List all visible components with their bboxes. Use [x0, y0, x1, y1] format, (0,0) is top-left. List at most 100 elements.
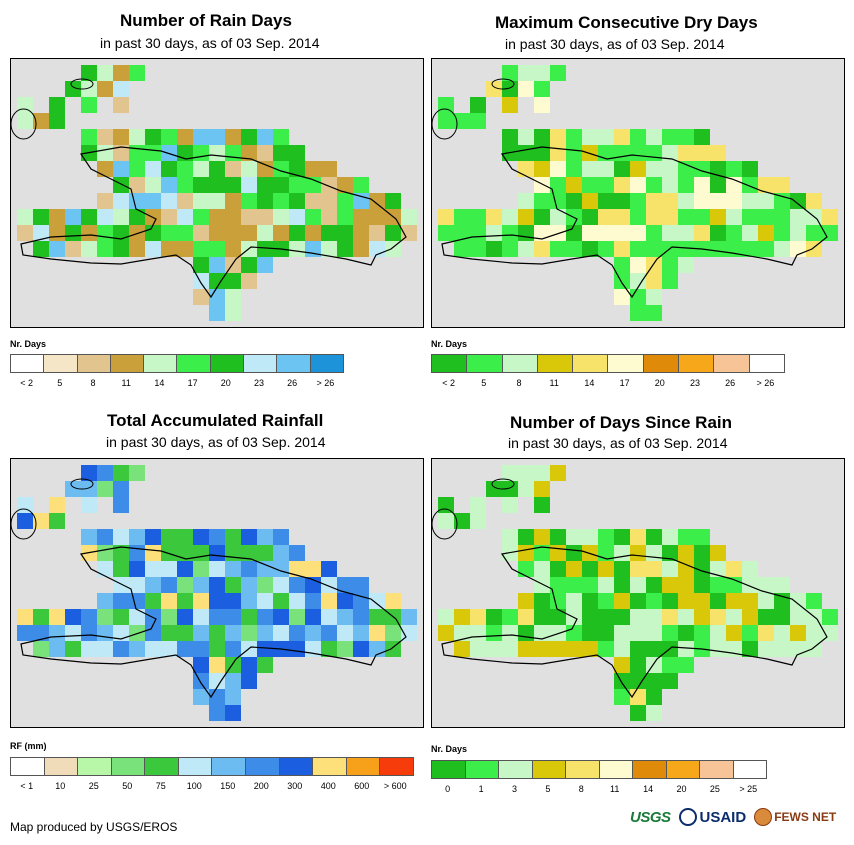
grid-cell	[97, 193, 113, 209]
legend-label: > 600	[383, 781, 407, 791]
grid-cell	[161, 241, 177, 257]
grid-cell	[678, 225, 694, 241]
legend-labels: < 2 5 8 11 14 17 20 23 26 > 26	[10, 378, 342, 390]
grid-cell	[257, 193, 273, 209]
grid-cell	[33, 113, 49, 129]
grid-cell	[161, 177, 177, 193]
grid-cell	[273, 161, 289, 177]
map-total-rainfall[interactable]	[10, 458, 424, 728]
grid-cell	[225, 641, 241, 657]
map-rain-days[interactable]	[10, 58, 424, 328]
grid-cell	[97, 625, 113, 641]
grid-cell	[678, 241, 694, 257]
legend-label: > 26	[316, 378, 335, 388]
grid-cell	[49, 113, 65, 129]
grid-cell	[598, 161, 614, 177]
grid-cell	[566, 529, 582, 545]
grid-cell	[486, 81, 502, 97]
grid-cell	[566, 641, 582, 657]
grid-cell	[113, 193, 129, 209]
grid-cell	[257, 241, 273, 257]
legend-bar	[10, 354, 344, 373]
grid-cell	[758, 577, 774, 593]
grid-cell	[630, 545, 646, 561]
grid-cell	[289, 609, 305, 625]
grid-cell	[454, 113, 470, 129]
grid-cell	[710, 625, 726, 641]
legend-label: 8	[90, 378, 96, 388]
grid-cell	[678, 145, 694, 161]
grid-cell	[438, 209, 454, 225]
grid-cell	[470, 497, 486, 513]
grid-cell	[193, 257, 209, 273]
grid-cell	[81, 497, 97, 513]
grid-cell	[353, 625, 369, 641]
grid-cell	[710, 241, 726, 257]
grid-cell	[582, 129, 598, 145]
grid-cell	[582, 241, 598, 257]
raster-grid	[432, 465, 838, 721]
grid-cell	[678, 161, 694, 177]
grid-cell	[534, 609, 550, 625]
grid-cell	[694, 625, 710, 641]
grid-cell	[273, 609, 289, 625]
grid-cell	[614, 145, 630, 161]
grid-cell	[145, 641, 161, 657]
grid-cell	[774, 225, 790, 241]
grid-cell	[502, 225, 518, 241]
grid-cell	[305, 625, 321, 641]
grid-cell	[177, 641, 193, 657]
grid-cell	[774, 577, 790, 593]
grid-cell	[129, 529, 145, 545]
grid-cell	[518, 465, 534, 481]
grid-cell	[630, 657, 646, 673]
grid-cell	[790, 225, 806, 241]
grid-cell	[806, 225, 822, 241]
grid-cell	[225, 561, 241, 577]
panel-title: Total Accumulated Rainfall	[107, 411, 324, 430]
grid-cell	[758, 177, 774, 193]
grid-cell	[710, 641, 726, 657]
grid-cell	[177, 625, 193, 641]
grid-cell	[806, 593, 822, 609]
grid-cell	[257, 625, 273, 641]
grid-cell	[598, 129, 614, 145]
usaid-seal-icon	[678, 808, 697, 826]
grid-cell	[630, 161, 646, 177]
legend-label: 20	[220, 378, 231, 388]
grid-cell	[129, 609, 145, 625]
legend-swatch	[313, 758, 347, 775]
grid-cell	[486, 641, 502, 657]
grid-cell	[630, 609, 646, 625]
legend-swatch	[679, 355, 715, 372]
grid-cell	[678, 545, 694, 561]
grid-cell	[225, 225, 241, 241]
legend-label: 25	[88, 781, 99, 791]
legend-label: 0	[445, 784, 451, 794]
grid-cell	[65, 481, 81, 497]
grid-cell	[209, 305, 225, 321]
grid-cell	[241, 529, 257, 545]
grid-cell	[289, 193, 305, 209]
grid-cell	[646, 177, 662, 193]
grid-cell	[694, 561, 710, 577]
map-max-dry-days[interactable]	[431, 58, 845, 328]
grid-cell	[353, 241, 369, 257]
grid-cell	[726, 609, 742, 625]
grid-cell	[502, 129, 518, 145]
grid-cell	[305, 561, 321, 577]
grid-cell	[550, 161, 566, 177]
grid-cell	[662, 129, 678, 145]
grid-cell	[129, 545, 145, 561]
grid-cell	[129, 577, 145, 593]
grid-cell	[502, 209, 518, 225]
map-days-since-rain[interactable]	[431, 458, 845, 728]
grid-cell	[662, 209, 678, 225]
grid-cell	[225, 577, 241, 593]
grid-cell	[257, 545, 273, 561]
legend-label: < 2	[442, 378, 455, 388]
grid-cell	[534, 465, 550, 481]
grid-cell	[438, 609, 454, 625]
grid-cell	[385, 641, 401, 657]
grid-cell	[614, 193, 630, 209]
